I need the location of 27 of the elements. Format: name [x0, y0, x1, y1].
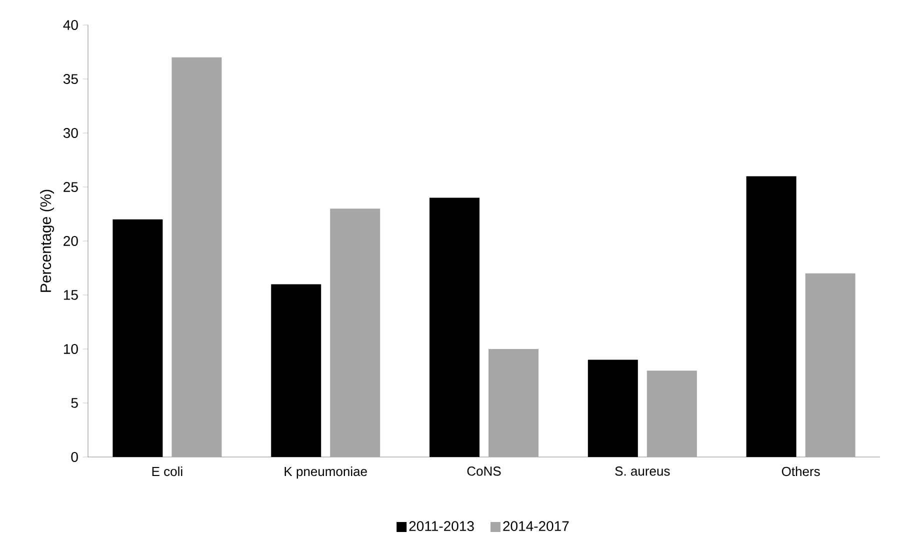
y-tick-label: 30	[63, 128, 78, 138]
x-tick-label: S. aureus	[615, 466, 670, 476]
x-tick-label: E coli	[152, 466, 182, 476]
x-tick-label: Others	[782, 466, 820, 476]
bar	[805, 273, 856, 457]
legend-label: 2011-2013	[409, 521, 474, 532]
bar	[330, 208, 380, 457]
legend-label: 2014-2017	[503, 521, 569, 532]
y-tick-label: 10	[64, 344, 78, 354]
bar	[746, 176, 796, 457]
y-axis-title: Percentage (%)	[40, 190, 54, 292]
y-tick-label: 5	[71, 398, 78, 408]
y-tick-label: 15	[64, 290, 78, 300]
bar	[430, 198, 480, 457]
x-tick-label: K pneumoniae	[284, 466, 367, 479]
y-tick-label: 0	[71, 452, 78, 462]
y-tick-label: 25	[64, 182, 78, 192]
bar	[488, 349, 539, 457]
bar	[172, 57, 222, 457]
y-tick-label: 40	[63, 20, 78, 30]
bar	[646, 370, 697, 457]
x-tick-label: CoNS	[467, 466, 501, 476]
bar	[112, 219, 163, 457]
bar	[271, 284, 322, 457]
bar	[588, 360, 638, 457]
y-tick-label: 20	[64, 236, 78, 246]
y-tick-label: 35	[63, 74, 78, 84]
